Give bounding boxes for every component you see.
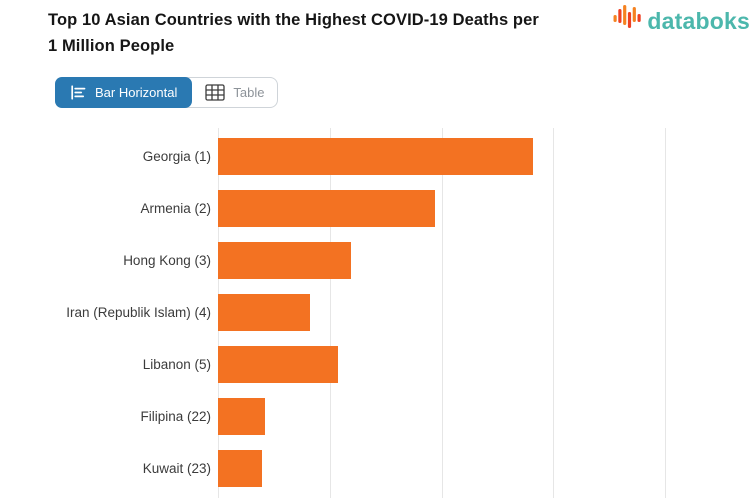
chart-row: Libanon (5) <box>0 338 753 390</box>
databoks-wordmark: databoks <box>647 8 750 34</box>
category-label: Georgia (1) <box>142 148 211 164</box>
bar-track <box>218 449 753 487</box>
gridline <box>665 128 667 498</box>
databoks-pulse-bars-icon <box>613 4 644 38</box>
page-title: Top 10 Asian Countries with the Highest … <box>48 7 628 59</box>
bar[interactable] <box>218 293 310 331</box>
page-title-line-2: 1 Million People <box>48 37 175 55</box>
category-label: Iran (Republik Islam) (4) <box>66 304 211 320</box>
bar-track <box>218 189 753 227</box>
bar[interactable] <box>218 345 338 383</box>
gridline <box>441 128 443 498</box>
bar-horizontal-button[interactable]: Bar Horizontal <box>55 77 193 108</box>
bar-track <box>218 241 753 279</box>
bar-horizontal-button-label: Bar Horizontal <box>95 85 178 100</box>
bar[interactable] <box>218 397 265 435</box>
horizontal-bar-chart-icon <box>70 85 87 100</box>
chart-rows: Georgia (1) Armenia (2) Hong Kong (3) Iran … <box>0 130 753 494</box>
databoks-logo: databoks <box>613 4 750 38</box>
chart-row: Hong Kong (3) <box>0 234 753 286</box>
bar-track <box>218 293 753 331</box>
bar[interactable] <box>218 241 352 279</box>
gridline <box>329 128 331 498</box>
category-label: Libanon (5) <box>142 356 211 372</box>
bar[interactable] <box>218 189 435 227</box>
page-title-line-1: Top 10 Asian Countries with the Highest … <box>48 11 539 29</box>
bar[interactable] <box>218 137 534 175</box>
category-label: Kuwait (23) <box>142 460 211 476</box>
chart-row: Iran (Republik Islam) (4) <box>0 286 753 338</box>
bar[interactable] <box>218 449 262 487</box>
category-label: Armenia (2) <box>140 200 211 216</box>
category-label: Filipina (22) <box>140 408 211 424</box>
chart-row: Kuwait (23) <box>0 442 753 494</box>
table-button[interactable]: Table <box>192 78 277 107</box>
table-grid-icon <box>205 84 226 101</box>
bar-track <box>218 397 753 435</box>
bar-track <box>218 137 753 175</box>
view-toggle: Bar Horizontal Table <box>55 77 279 108</box>
category-label: Hong Kong (3) <box>123 252 211 268</box>
chart-row: Filipina (22) <box>0 390 753 442</box>
bar-track <box>218 345 753 383</box>
table-button-label: Table <box>233 85 265 100</box>
gridline <box>553 128 555 498</box>
chart-row: Georgia (1) <box>0 130 753 182</box>
chart-row: Armenia (2) <box>0 182 753 234</box>
